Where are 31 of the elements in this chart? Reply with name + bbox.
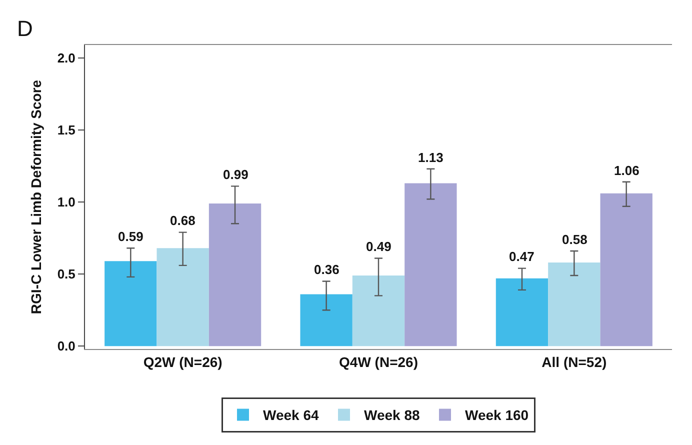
text: D	[17, 16, 33, 41]
bar	[352, 276, 405, 346]
bar	[600, 193, 652, 346]
data-label: 0.68	[170, 213, 196, 228]
bar	[404, 183, 457, 346]
data-label: 1.06	[614, 163, 640, 178]
data-label: 0.47	[509, 249, 534, 264]
bar	[208, 203, 262, 346]
bar	[104, 261, 157, 346]
bar	[496, 278, 548, 346]
legend-label: Week 88	[364, 407, 420, 424]
y-axis-title: RGI-C Lower Limb Deformity Score	[28, 80, 44, 314]
data-label: 0.49	[366, 239, 392, 254]
y-tick-label: 0.0	[57, 338, 76, 354]
x-tick-label: Q2W (N=26)	[143, 354, 222, 370]
bar	[300, 294, 352, 346]
data-label: 0.36	[314, 262, 340, 277]
y-tick-label: 1.5	[57, 122, 76, 138]
y-tick-label: 1.0	[57, 194, 76, 210]
legend-label: Week 160	[464, 407, 529, 424]
bar	[548, 262, 600, 346]
y-tick-label: 0.5	[57, 266, 76, 282]
bar	[156, 248, 209, 346]
data-label: 0.99	[223, 167, 248, 182]
y-tick-label: 2.0	[57, 50, 76, 66]
x-tick-label: All (N=52)	[542, 354, 607, 370]
data-label: 0.59	[118, 229, 144, 244]
data-label: 0.58	[562, 232, 588, 247]
data-label: 1.13	[418, 150, 444, 165]
legend-label: Week 64	[263, 407, 319, 424]
x-tick-label: Q4W (N=26)	[339, 354, 418, 370]
